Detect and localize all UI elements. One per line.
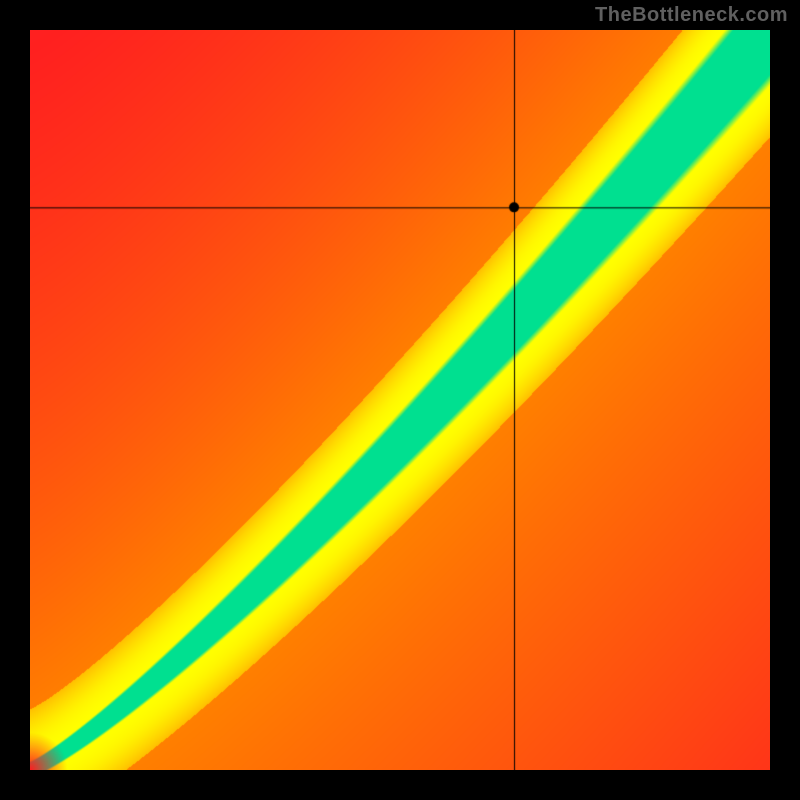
watermark-text: TheBottleneck.com [595,4,788,27]
heatmap-canvas [30,30,770,770]
plot-area [30,30,770,770]
chart-container: TheBottleneck.com [0,0,800,800]
